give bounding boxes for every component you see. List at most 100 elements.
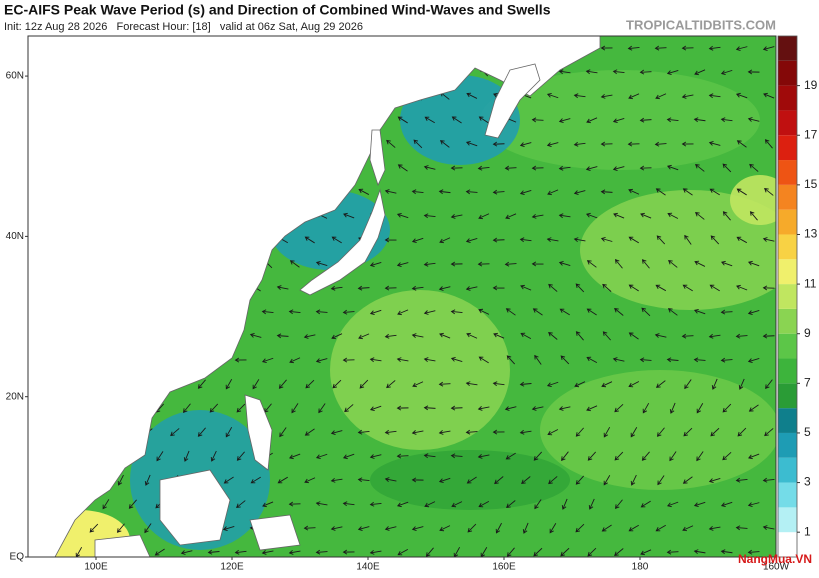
arrow xyxy=(342,501,355,507)
arrow xyxy=(331,333,343,340)
arrow xyxy=(585,166,598,171)
arrow xyxy=(749,211,758,221)
arrow xyxy=(424,501,436,508)
lon-label: 120E xyxy=(220,562,244,573)
arrow xyxy=(261,357,274,364)
lat-label: EQ xyxy=(10,552,25,563)
lat-label: 60N xyxy=(6,71,24,82)
arrow xyxy=(505,452,516,460)
arrow xyxy=(277,476,288,484)
arrow xyxy=(411,430,424,435)
arrow xyxy=(614,548,624,557)
arrow xyxy=(667,308,678,316)
arrow xyxy=(411,189,424,195)
arrow xyxy=(708,93,721,99)
arrow xyxy=(304,236,315,244)
arrow xyxy=(305,379,315,389)
arrow xyxy=(396,501,409,508)
arrow xyxy=(693,308,706,315)
arrow xyxy=(236,451,245,461)
arrow xyxy=(657,475,665,486)
arrow xyxy=(641,451,650,461)
arrow xyxy=(278,379,287,389)
arrow xyxy=(693,357,706,363)
arrow xyxy=(747,549,760,555)
arrow xyxy=(478,356,489,364)
arrow xyxy=(765,379,773,390)
arrow xyxy=(438,430,451,435)
arrow xyxy=(738,378,745,390)
arrow xyxy=(492,381,505,387)
arrow xyxy=(225,378,233,390)
arrow xyxy=(549,523,557,534)
arrow xyxy=(450,309,463,315)
arrow xyxy=(667,212,679,219)
arrow xyxy=(412,381,424,388)
arrow xyxy=(628,93,640,100)
arrow xyxy=(628,524,639,532)
arrow xyxy=(102,499,110,510)
arrow xyxy=(737,427,747,437)
arrow xyxy=(763,92,775,99)
arrow xyxy=(357,477,370,483)
arrow xyxy=(492,189,505,195)
arrow xyxy=(451,116,462,124)
arrow xyxy=(546,381,559,388)
arrow xyxy=(359,379,369,389)
arrow xyxy=(736,188,747,196)
lon-label: 140E xyxy=(356,562,380,573)
arrow xyxy=(575,427,584,437)
arrow xyxy=(747,69,760,75)
arrow xyxy=(722,451,732,461)
arrow xyxy=(521,476,531,485)
arrow xyxy=(117,474,124,486)
colorbar-segment xyxy=(778,507,797,533)
arrow xyxy=(735,477,748,483)
arrow xyxy=(357,285,370,291)
arrow xyxy=(682,284,693,292)
arrow xyxy=(614,259,623,269)
arrow xyxy=(640,212,652,219)
colorbar-segment xyxy=(778,135,797,161)
arrow xyxy=(397,116,408,124)
arrow xyxy=(711,378,718,390)
arrow xyxy=(736,236,748,244)
arrow xyxy=(465,238,478,243)
arrow xyxy=(315,549,328,555)
lat-label: 40N xyxy=(6,231,24,242)
arrow xyxy=(628,236,639,244)
arrow xyxy=(423,310,436,315)
arrow xyxy=(586,356,598,363)
arrow xyxy=(438,477,451,484)
arrow xyxy=(682,476,693,484)
arrow xyxy=(492,429,505,435)
arrow xyxy=(575,283,585,293)
arrow xyxy=(708,141,721,146)
arrow xyxy=(602,283,612,292)
arrow xyxy=(384,189,397,194)
arrow xyxy=(330,477,343,483)
arrow xyxy=(558,213,571,219)
arrow xyxy=(694,260,706,267)
arrow xyxy=(722,211,731,221)
colorbar-frame xyxy=(777,35,798,558)
arrow xyxy=(170,428,180,437)
arrow xyxy=(558,406,571,411)
arrow xyxy=(478,500,490,508)
arrow xyxy=(252,379,260,390)
arrow xyxy=(560,355,570,365)
arrow xyxy=(450,405,463,411)
colorbar-label: 15 xyxy=(804,177,818,191)
arrow xyxy=(681,94,694,99)
arrow xyxy=(477,165,490,171)
map xyxy=(28,36,776,557)
arrow xyxy=(450,214,463,219)
arrow xyxy=(722,163,732,173)
arrow xyxy=(315,260,328,267)
arrow xyxy=(547,189,559,196)
arrow xyxy=(478,116,489,124)
arrow xyxy=(735,333,748,339)
arrow xyxy=(558,165,571,171)
arrow xyxy=(654,333,667,338)
